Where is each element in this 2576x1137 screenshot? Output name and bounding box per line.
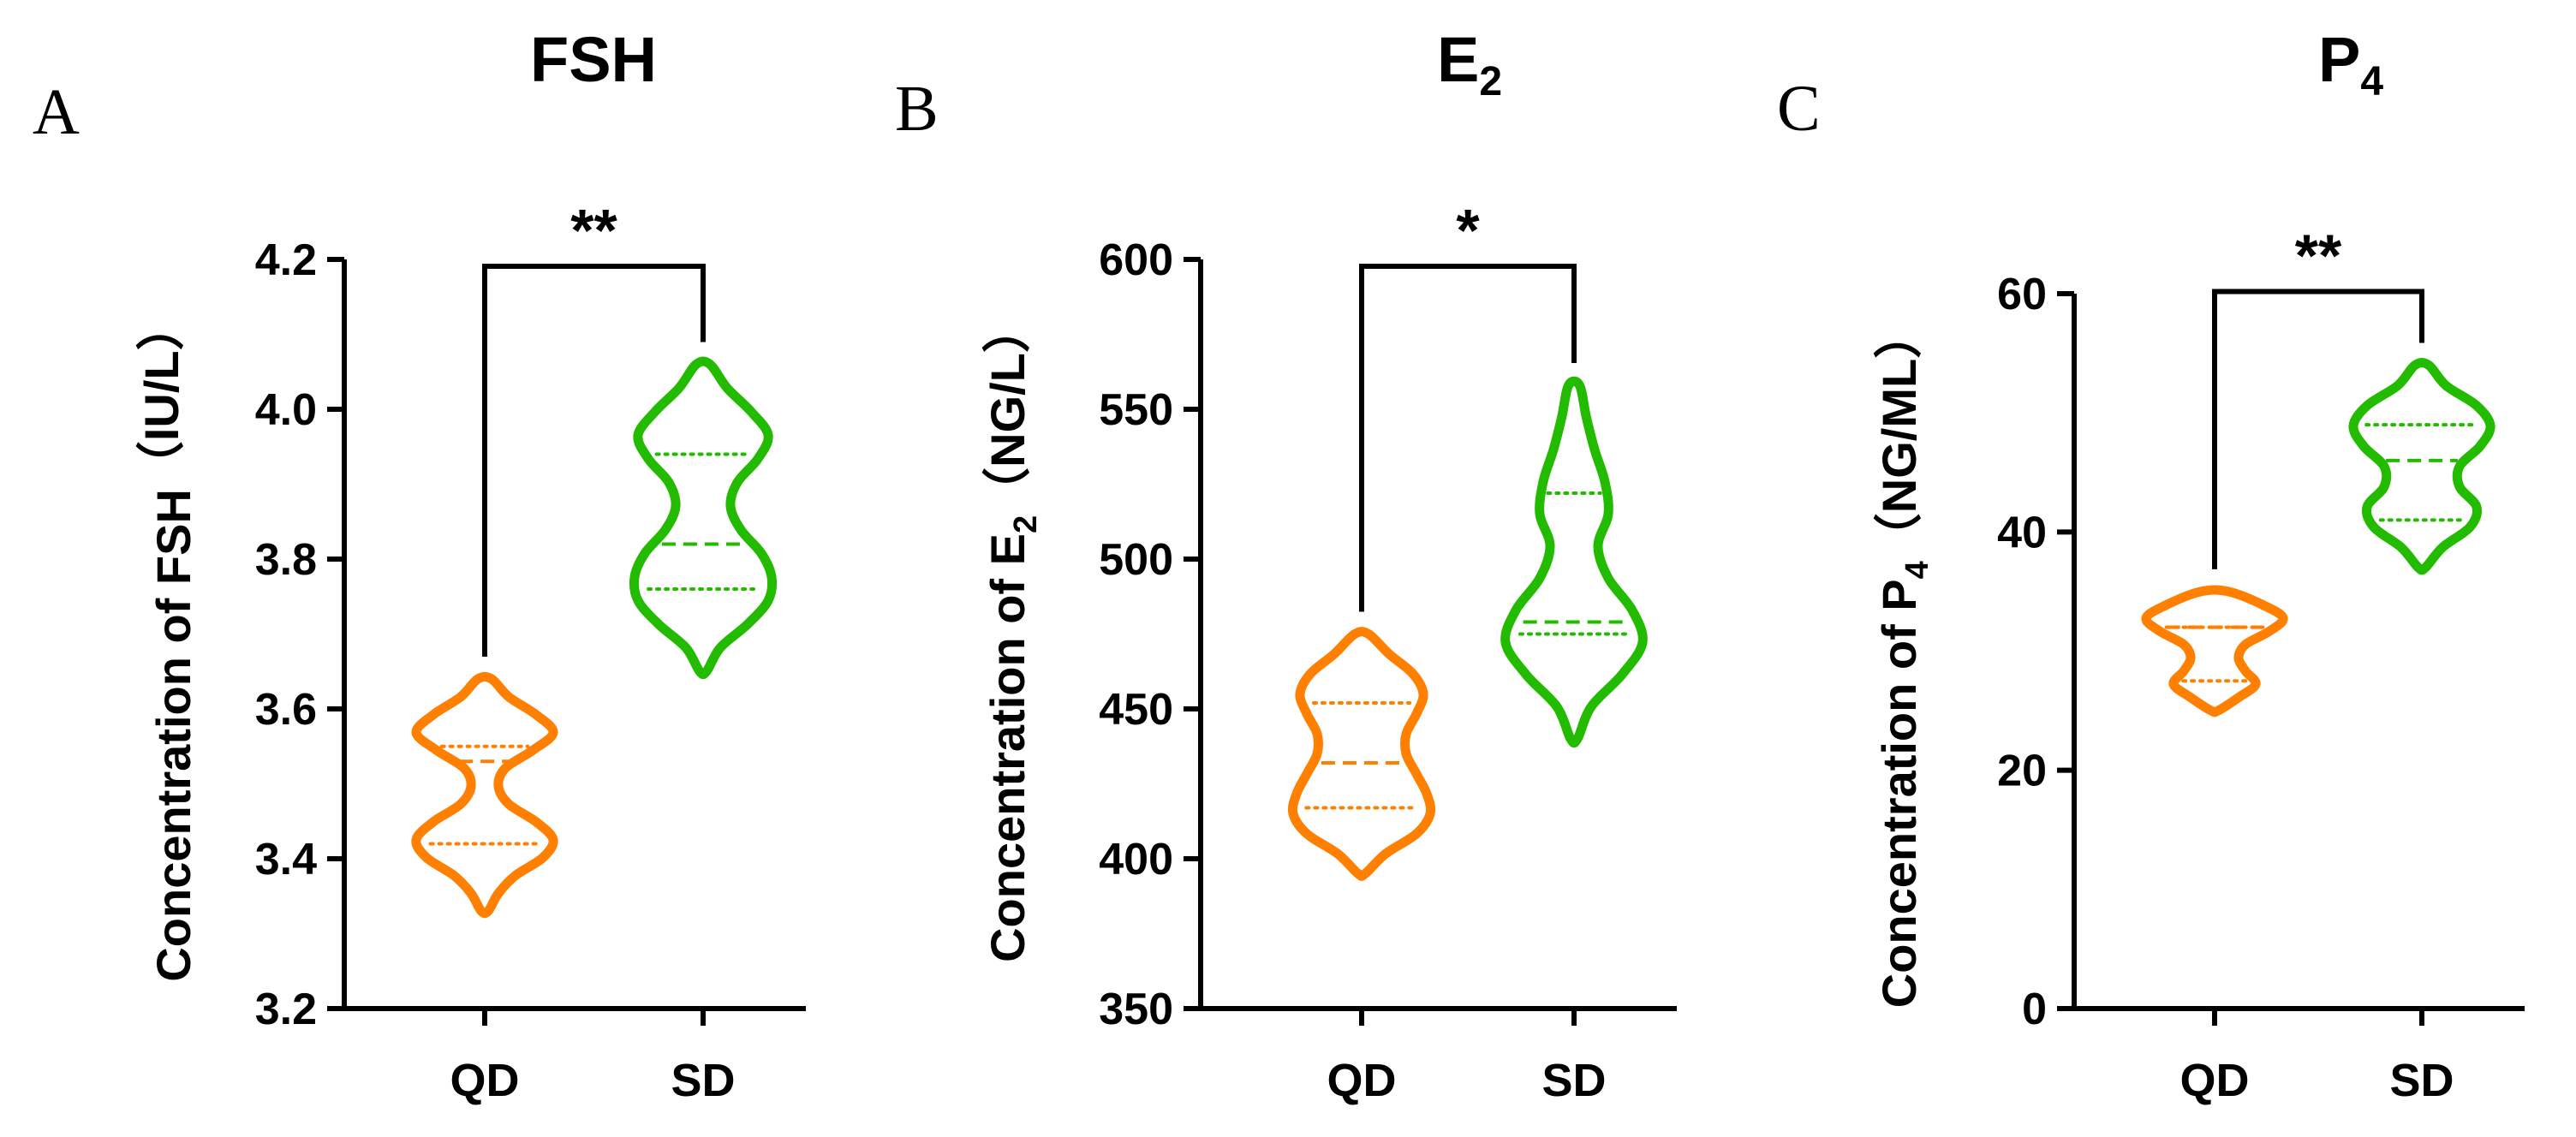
y-tick-label: 3.6 <box>255 685 317 735</box>
violin-qd <box>411 671 558 919</box>
y-tick-label: 3.2 <box>255 985 317 1034</box>
violin-sd <box>2348 358 2496 575</box>
x-tick-label: QD <box>2180 1055 2250 1106</box>
y-axis-label: Concentration of FSH（IU/L） <box>134 302 200 981</box>
y-tick-label: 3.4 <box>255 835 317 884</box>
violin-sd <box>1500 376 1648 748</box>
y-axis-label: Concentration of E2（NG/L） <box>981 305 1044 962</box>
significance-bracket <box>1359 264 1577 612</box>
x-tick-label: SD <box>1541 1055 1606 1106</box>
chart-title: P4 <box>2318 24 2383 104</box>
y-tick-label: 20 <box>1997 747 2047 796</box>
violin-qd <box>2141 585 2288 717</box>
x-tick-label: SD <box>671 1055 735 1106</box>
chart-title: FSH <box>530 24 657 95</box>
panel-a: A FSH Concentration of FSH（IU/L） 3.2 3.4 3… <box>33 24 806 1106</box>
significance-label: * <box>1456 197 1480 264</box>
x-tick-label: QD <box>1327 1055 1397 1106</box>
y-tick-label: 0 <box>2022 985 2047 1034</box>
panel-letter: B <box>895 73 939 145</box>
y-tick-label: 550 <box>1099 385 1173 435</box>
y-tick-label: 4.2 <box>255 235 317 285</box>
y-tick-label: 450 <box>1099 685 1173 735</box>
chart-title: E2 <box>1437 24 1502 104</box>
y-tick-label: 500 <box>1099 535 1173 585</box>
significance-bracket <box>482 264 706 657</box>
panel-letter: C <box>1777 73 1821 145</box>
y-tick-label: 400 <box>1099 835 1173 884</box>
violin-sd <box>629 356 778 679</box>
y-tick-label: 3.8 <box>255 535 317 585</box>
y-tick-label: 40 <box>1997 508 2047 557</box>
y-tick-label: 4.0 <box>255 385 317 435</box>
x-tick-label: QD <box>450 1055 520 1106</box>
y-tick-label: 60 <box>1997 270 2047 319</box>
y-tick-label: 600 <box>1099 235 1173 285</box>
panel-letter: A <box>33 76 80 148</box>
y-tick-label: 350 <box>1099 985 1173 1034</box>
significance-label: ** <box>570 197 617 264</box>
significance-label: ** <box>2295 223 2342 289</box>
y-axis-label: Concentration of P4（NG/ML） <box>1872 311 1935 1008</box>
panel-b: B E2 Concentration of E2（NG/L） 350 400 450… <box>895 24 1677 1106</box>
significance-bracket <box>2212 289 2424 569</box>
violin-qd <box>1287 627 1436 881</box>
x-tick-label: SD <box>2389 1055 2454 1106</box>
panel-c: C P4 Concentration of P4（NG/ML） 0 20 40 60 Q… <box>1777 24 2525 1106</box>
